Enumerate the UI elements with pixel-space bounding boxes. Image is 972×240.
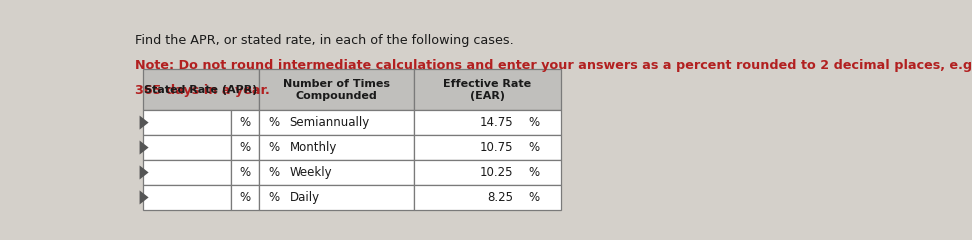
Polygon shape [140, 165, 149, 180]
Text: %: % [529, 116, 539, 129]
Bar [143, 69, 260, 110]
Text: %: % [269, 141, 280, 154]
Text: %: % [269, 116, 280, 129]
Text: Weekly: Weekly [290, 166, 332, 179]
Text: %: % [529, 166, 539, 179]
Text: 365 days in a year.: 365 days in a year. [135, 84, 270, 97]
Bar [230, 110, 260, 135]
Text: %: % [269, 191, 280, 204]
Bar [260, 135, 414, 160]
Bar [414, 110, 561, 135]
Bar [143, 160, 230, 185]
Text: 10.25: 10.25 [480, 166, 513, 179]
Bar [230, 185, 260, 210]
Text: %: % [239, 166, 251, 179]
Text: 8.25: 8.25 [488, 191, 513, 204]
Bar [414, 135, 561, 160]
Text: Daily: Daily [290, 191, 320, 204]
Text: 14.75: 14.75 [480, 116, 513, 129]
Polygon shape [140, 140, 149, 155]
Text: Stated Rate (APR): Stated Rate (APR) [144, 85, 258, 95]
Text: Effective Rate
(EAR): Effective Rate (EAR) [443, 78, 532, 101]
Bar [414, 69, 561, 110]
Text: Note: Do not round intermediate calculations and enter your answers as a percent: Note: Do not round intermediate calculat… [135, 59, 972, 72]
Bar [143, 185, 230, 210]
Bar [230, 135, 260, 160]
Polygon shape [140, 116, 149, 130]
Bar [230, 160, 260, 185]
Text: %: % [529, 191, 539, 204]
Text: %: % [529, 141, 539, 154]
Text: Monthly: Monthly [290, 141, 337, 154]
Text: %: % [239, 191, 251, 204]
Bar [414, 185, 561, 210]
Bar [260, 69, 414, 110]
Text: Number of Times
Compounded: Number of Times Compounded [283, 78, 390, 101]
Text: Find the APR, or stated rate, in each of the following cases.: Find the APR, or stated rate, in each of… [135, 34, 514, 47]
Bar [260, 185, 414, 210]
Bar [260, 160, 414, 185]
Bar [414, 160, 561, 185]
Text: %: % [239, 141, 251, 154]
Polygon shape [140, 190, 149, 204]
Bar [143, 110, 230, 135]
Text: %: % [269, 166, 280, 179]
Bar [143, 135, 230, 160]
Text: %: % [239, 116, 251, 129]
Text: Semiannually: Semiannually [290, 116, 369, 129]
Bar [260, 110, 414, 135]
Text: 10.75: 10.75 [480, 141, 513, 154]
